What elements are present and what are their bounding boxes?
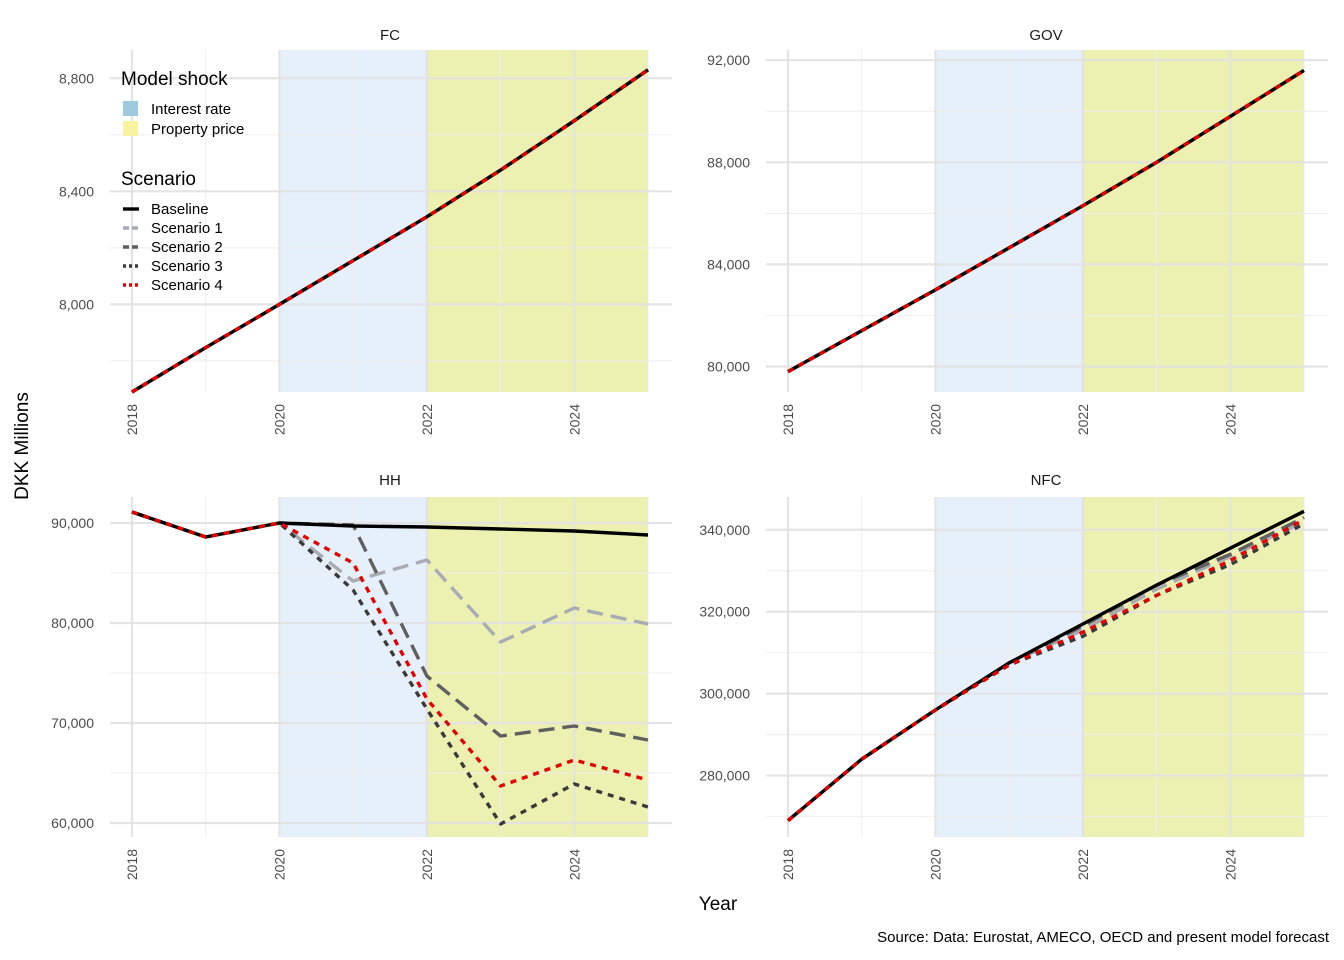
x-tick-label: 2022 <box>1075 849 1091 880</box>
y-tick-label: 340,000 <box>699 522 750 538</box>
panel-title: FC <box>380 27 400 44</box>
x-tick-label: 2024 <box>1222 849 1238 880</box>
series-line-baseline <box>131 510 649 539</box>
panel-title: NFC <box>1031 472 1062 489</box>
y-tick-label: 80,000 <box>51 615 94 631</box>
legend-title-shock: Model shock <box>121 69 228 90</box>
y-tick-label: 90,000 <box>51 515 94 531</box>
series-line-scenario-4 <box>787 68 1305 374</box>
chart-panels: FC 8,000 8,400 8,800 2018 2020 2022 2024 GOV 80,0… <box>51 27 1328 880</box>
legend-title-scenario: Scenario <box>121 169 196 190</box>
y-tick-label: 80,000 <box>707 358 750 374</box>
panel-nfc: NFC 280,000 300,000 320,000 340,000 2018 2020 2… <box>699 472 1328 880</box>
panel-gov: GOV 80,000 84,000 88,000 92,000 2018 2020 2022 2… <box>707 27 1328 435</box>
shock-band-property-price <box>426 497 648 837</box>
x-tick-label: 2018 <box>780 404 796 435</box>
x-tick-label: 2020 <box>271 849 287 880</box>
panel-hh: HH 60,000 70,000 80,000 90,000 2018 2020 2022 20… <box>51 472 672 880</box>
legend-label: Scenario 2 <box>151 239 223 256</box>
panel-fc: FC 8,000 8,400 8,800 2018 2020 2022 2024 <box>59 27 672 435</box>
x-tick-label: 2020 <box>927 849 943 880</box>
y-tick-label: 70,000 <box>51 715 94 731</box>
legend-label: Interest rate <box>151 101 231 118</box>
legend-label: Scenario 4 <box>151 277 223 294</box>
x-axis-title: Year <box>699 894 738 915</box>
shock-band-property-price <box>1082 50 1304 392</box>
y-tick-label: 8,400 <box>59 183 94 199</box>
x-tick-label: 2018 <box>124 849 140 880</box>
legend: Model shock Interest rate Property price Sc… <box>121 69 244 294</box>
x-tick-label: 2022 <box>419 849 435 880</box>
panel-title: HH <box>379 472 401 489</box>
y-tick-label: 8,800 <box>59 70 94 86</box>
legend-label: Scenario 3 <box>151 258 223 275</box>
legend-label: Scenario 1 <box>151 220 223 237</box>
y-tick-label: 84,000 <box>707 256 750 272</box>
legend-label: Baseline <box>151 201 209 218</box>
series-line-scenario-4 <box>786 518 1305 822</box>
x-tick-label: 2024 <box>1222 404 1238 435</box>
x-tick-label: 2018 <box>124 404 140 435</box>
source-caption: Source: Data: Eurostat, AMECO, OECD and … <box>877 929 1330 946</box>
shock-band-property-price <box>426 50 648 392</box>
x-tick-label: 2022 <box>1075 404 1091 435</box>
legend-label: Property price <box>151 121 244 138</box>
y-tick-label: 88,000 <box>707 154 750 170</box>
x-tick-label: 2024 <box>566 404 582 435</box>
y-tick-label: 60,000 <box>51 815 94 831</box>
y-axis-title: DKK Millions <box>12 392 33 500</box>
y-tick-label: 320,000 <box>699 604 750 620</box>
series-line-scenario-4 <box>131 68 649 394</box>
x-tick-label: 2020 <box>927 404 943 435</box>
y-tick-label: 280,000 <box>699 768 750 784</box>
legend-key-interest-rate <box>123 101 138 116</box>
panel-title: GOV <box>1029 27 1062 44</box>
series-line-scenario-4 <box>131 510 649 788</box>
x-tick-label: 2024 <box>566 849 582 880</box>
y-tick-label: 300,000 <box>699 686 750 702</box>
shock-band-property-price <box>1082 497 1304 837</box>
x-tick-label: 2022 <box>419 404 435 435</box>
y-tick-label: 92,000 <box>707 52 750 68</box>
y-tick-label: 8,000 <box>59 296 94 312</box>
x-tick-label: 2020 <box>271 404 287 435</box>
legend-key-property-price <box>123 121 138 136</box>
x-tick-label: 2018 <box>780 849 796 880</box>
